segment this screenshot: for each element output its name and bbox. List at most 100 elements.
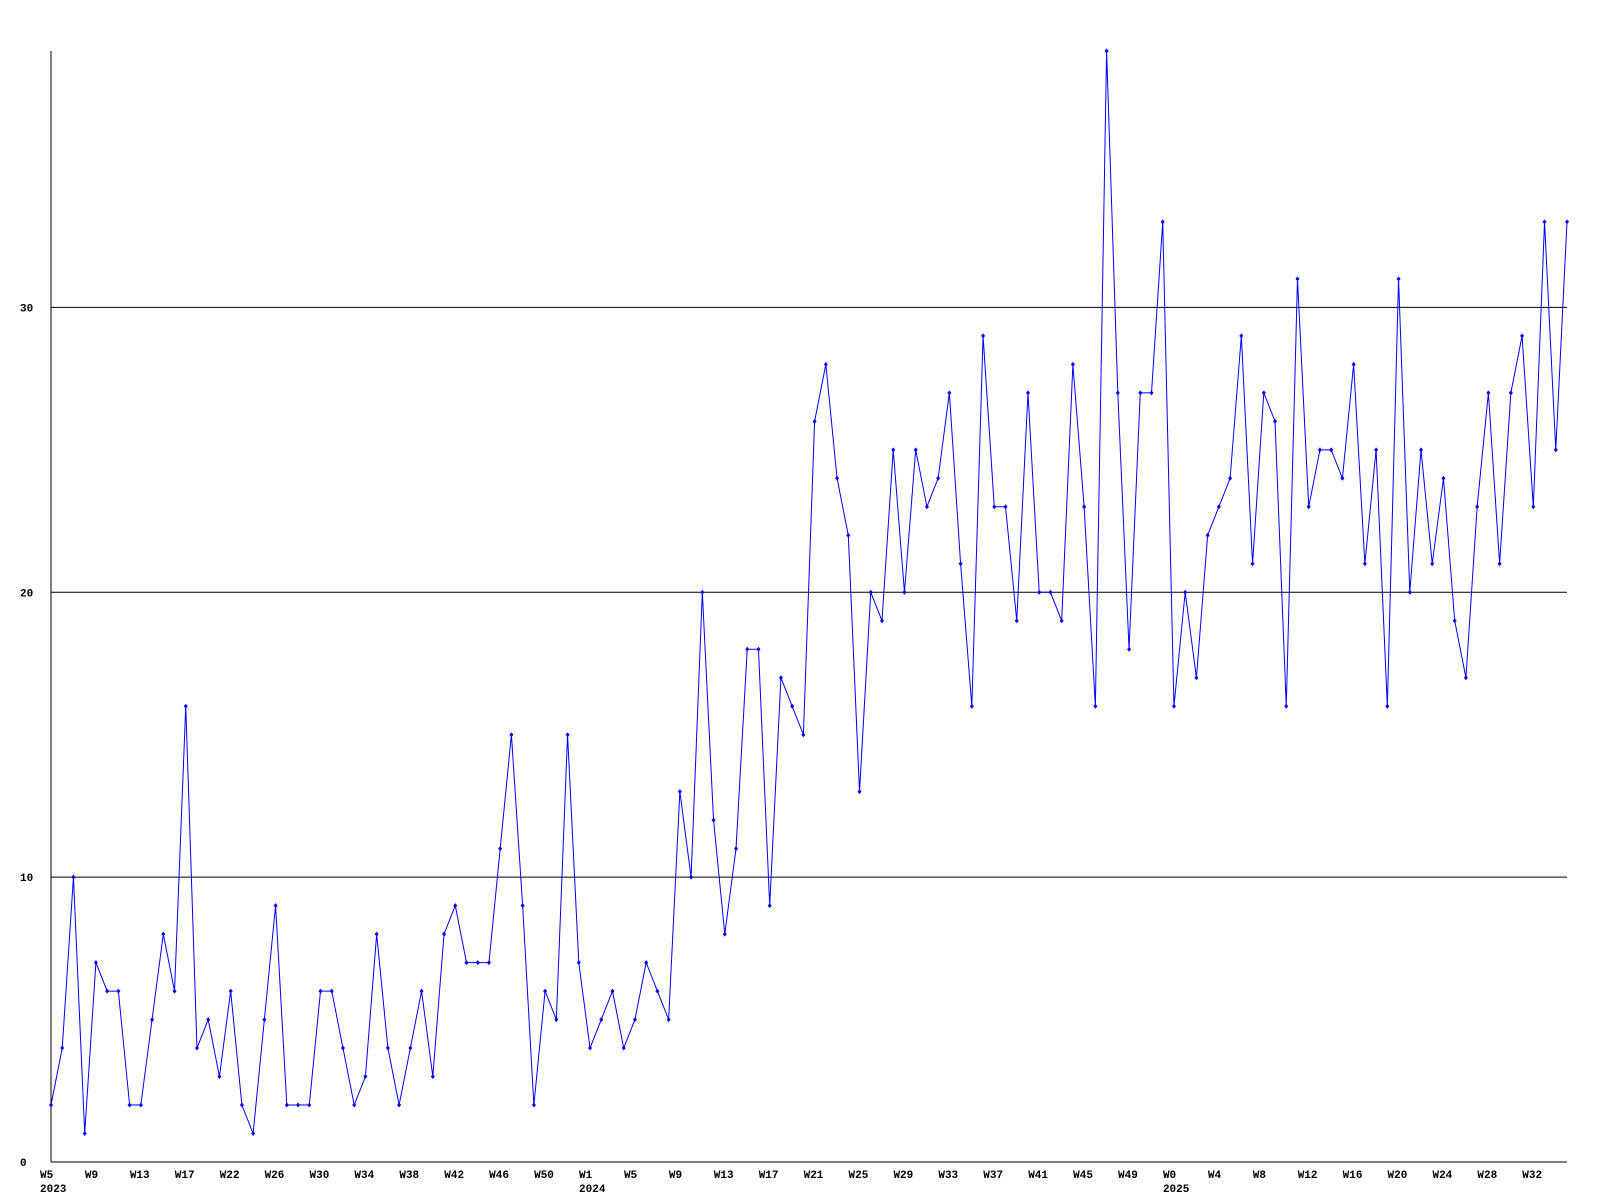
data-point [509, 732, 514, 738]
data-point [1104, 48, 1109, 54]
data-point [397, 1102, 402, 1108]
y-tick-label: 10 [20, 873, 33, 885]
data-point [1037, 589, 1042, 595]
x-tick-label: W0 [1163, 1170, 1176, 1182]
x-tick-label: W29 [893, 1170, 913, 1182]
data-point [879, 618, 884, 624]
data-point [464, 960, 469, 966]
data-point [722, 931, 727, 937]
data-point [1295, 276, 1300, 282]
x-tick-label: W13 [130, 1170, 150, 1182]
data-point [1497, 561, 1502, 567]
data-point [363, 1074, 368, 1080]
data-point [981, 333, 986, 339]
data-point [1239, 333, 1244, 339]
data-point [1082, 504, 1087, 510]
x-tick-label: W16 [1343, 1170, 1363, 1182]
data-point [846, 532, 851, 538]
data-point [138, 1102, 143, 1108]
x-tick-label: W38 [399, 1170, 419, 1182]
data-point [1317, 447, 1322, 453]
data-point [1127, 646, 1132, 652]
data-point [183, 703, 188, 709]
data-point [296, 1102, 301, 1108]
data-point [116, 988, 121, 994]
x-tick-label: W24 [1432, 1170, 1452, 1182]
x-tick-label: W30 [310, 1170, 330, 1182]
data-point [1374, 447, 1379, 453]
x-year-label: 2023 [40, 1184, 67, 1196]
data-point [1306, 504, 1311, 510]
data-point [835, 475, 840, 481]
x-tick-label: W33 [938, 1170, 958, 1182]
data-point [498, 846, 503, 852]
data-point [161, 931, 166, 937]
data-point [1160, 219, 1165, 225]
x-tick-label: W22 [220, 1170, 240, 1182]
data-point [172, 988, 177, 994]
data-point [453, 903, 458, 909]
data-point [49, 1102, 53, 1108]
data-point [1542, 219, 1547, 225]
data-point [565, 732, 570, 738]
data-point [1059, 618, 1064, 624]
data-point [700, 589, 705, 595]
data-point [947, 390, 952, 396]
data-point [924, 504, 929, 510]
data-point [778, 675, 783, 681]
x-tick-label: W9 [669, 1170, 682, 1182]
x-tick-label: W20 [1388, 1170, 1408, 1182]
data-point [689, 874, 694, 880]
data-point [756, 646, 761, 652]
data-point [969, 703, 974, 709]
data-point [1025, 390, 1030, 396]
data-point [599, 1017, 604, 1023]
data-point [1003, 504, 1008, 510]
x-tick-label: W46 [489, 1170, 509, 1182]
data-point [71, 874, 76, 880]
data-point [554, 1017, 559, 1023]
x-year-label: 2025 [1163, 1184, 1190, 1196]
data-point [318, 988, 323, 994]
data-point [543, 988, 548, 994]
data-point [857, 789, 862, 795]
data-point [1362, 561, 1367, 567]
data-point [60, 1045, 65, 1051]
x-tick-label: W45 [1073, 1170, 1093, 1182]
data-point [419, 988, 424, 994]
data-point [1048, 589, 1053, 595]
data-point [352, 1102, 357, 1108]
data-point [1351, 361, 1356, 367]
x-tick-label: W8 [1253, 1170, 1267, 1182]
data-point [486, 960, 491, 966]
x-tick-label: W5 [624, 1170, 638, 1182]
data-point [1261, 390, 1266, 396]
data-point [902, 589, 907, 595]
data-point [1396, 276, 1401, 282]
x-tick-label: W42 [444, 1170, 464, 1182]
data-point [1115, 390, 1120, 396]
data-point [385, 1045, 390, 1051]
data-point [374, 931, 379, 937]
data-point [1419, 447, 1424, 453]
data-point [442, 931, 447, 937]
data-point [206, 1017, 211, 1023]
data-point [531, 1102, 536, 1108]
data-point [1171, 703, 1176, 709]
data-point [1070, 361, 1075, 367]
data-point [1250, 561, 1255, 567]
data-point [913, 447, 918, 453]
data-point [992, 504, 997, 510]
data-point [217, 1074, 222, 1080]
y-tick-label: 20 [20, 588, 33, 600]
x-tick-label: W21 [804, 1170, 824, 1182]
data-point [228, 988, 233, 994]
x-tick-label: W28 [1477, 1170, 1497, 1182]
data-point [1520, 333, 1525, 339]
data-point [1340, 475, 1345, 481]
x-year-label: 2024 [579, 1184, 606, 1196]
data-point [1441, 475, 1446, 481]
x-tick-label: W49 [1118, 1170, 1138, 1182]
y-tick-label: 0 [20, 1158, 27, 1170]
data-point [1273, 418, 1278, 424]
